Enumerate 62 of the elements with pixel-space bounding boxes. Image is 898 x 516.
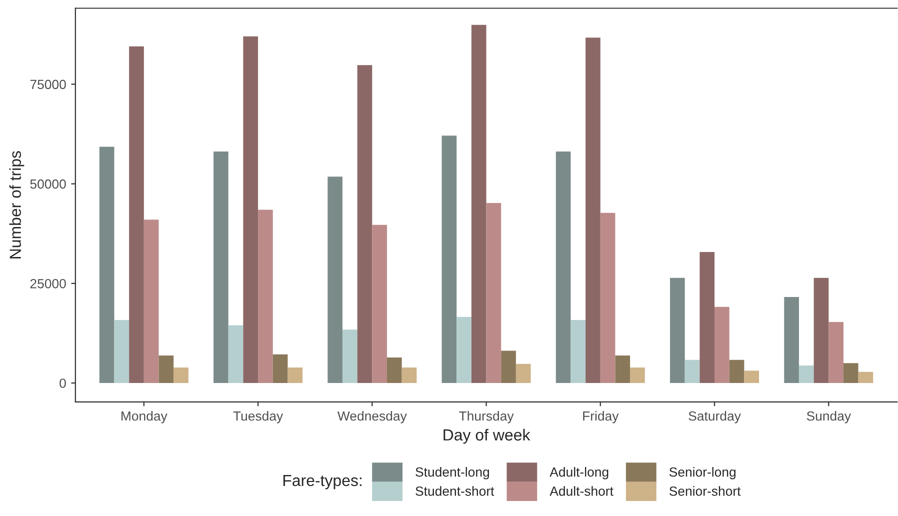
legend-label: Adult-long <box>550 467 608 480</box>
bar <box>442 136 457 383</box>
bar <box>243 36 258 383</box>
x-tick-label: Saturday <box>688 410 741 424</box>
bar <box>258 210 273 383</box>
bar <box>798 365 814 383</box>
legend-label: Student-long <box>416 467 489 480</box>
bar <box>501 350 516 383</box>
bar <box>516 364 531 383</box>
y-axis-title: Number of trips <box>9 151 24 258</box>
bar <box>670 278 685 383</box>
x-tick-label: Friday <box>583 410 619 424</box>
bar <box>828 322 844 383</box>
bar <box>615 356 630 383</box>
bar <box>328 176 342 383</box>
y-tick-label: 50000 <box>30 179 66 189</box>
bar <box>174 367 188 383</box>
y-tick-label: 0 <box>60 378 66 388</box>
bar <box>144 220 159 383</box>
bar <box>129 46 144 383</box>
bar <box>386 358 402 383</box>
bar <box>471 24 486 383</box>
bar <box>729 360 744 383</box>
bar <box>570 320 586 383</box>
x-tick-label: Tuesday <box>233 410 284 424</box>
bar <box>228 325 244 383</box>
legend-label: Adult-short <box>550 486 614 496</box>
bar <box>272 354 288 383</box>
bar <box>700 252 715 383</box>
bar <box>486 202 502 383</box>
x-tick-label: Wednesday <box>337 410 407 424</box>
bar <box>630 367 645 383</box>
bar <box>684 360 700 383</box>
bar <box>556 152 571 383</box>
bar <box>586 38 600 383</box>
bar <box>357 65 372 383</box>
bar <box>372 224 387 383</box>
bar <box>99 146 114 383</box>
x-tick-label: Thursday <box>459 410 514 424</box>
bar <box>843 363 858 383</box>
x-tick-label: Sunday <box>806 410 851 424</box>
legend-label: Student-short <box>416 486 494 496</box>
bar <box>288 367 303 383</box>
x-axis-title: Day of week <box>444 428 530 444</box>
bar <box>600 212 616 383</box>
legend-label: Senior-short <box>669 486 741 496</box>
bar <box>744 370 760 383</box>
bar <box>114 320 130 383</box>
bar <box>858 372 874 383</box>
legend-label: Senior-long <box>669 467 736 480</box>
x-tick-label: Monday <box>122 410 168 424</box>
bar <box>714 306 730 383</box>
bar <box>342 330 358 383</box>
legend-title: Fare-types: <box>283 474 362 490</box>
bar <box>814 278 829 383</box>
y-tick-label: 25000 <box>30 278 66 288</box>
y-tick-label: 75000 <box>30 80 66 90</box>
bar <box>456 316 472 383</box>
bar <box>402 367 417 383</box>
bar <box>784 296 799 383</box>
bar <box>214 152 228 383</box>
bar <box>158 356 174 383</box>
